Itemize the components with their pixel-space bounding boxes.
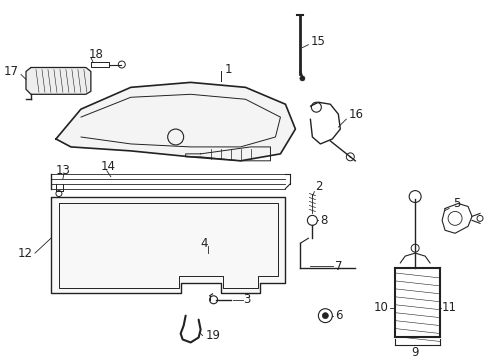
Text: 17: 17	[4, 65, 19, 78]
Circle shape	[299, 76, 305, 81]
Text: 11: 11	[441, 301, 456, 314]
Text: 2: 2	[315, 180, 322, 193]
Text: 3: 3	[243, 293, 250, 306]
Text: 16: 16	[347, 108, 363, 121]
Text: 14: 14	[101, 160, 116, 173]
Text: 13: 13	[56, 164, 71, 177]
Text: 12: 12	[18, 247, 33, 260]
Text: 7: 7	[335, 260, 342, 273]
Text: 19: 19	[205, 329, 220, 342]
Circle shape	[322, 313, 327, 319]
Text: 10: 10	[372, 301, 387, 314]
Text: 4: 4	[200, 237, 208, 250]
Text: 6: 6	[335, 309, 342, 322]
Text: 15: 15	[310, 35, 325, 48]
Text: 5: 5	[452, 197, 460, 210]
Text: 1: 1	[224, 63, 232, 76]
Polygon shape	[56, 82, 295, 161]
Polygon shape	[26, 67, 91, 94]
Text: 9: 9	[410, 346, 418, 359]
Text: 18: 18	[89, 48, 103, 61]
Polygon shape	[51, 197, 285, 293]
Text: 8: 8	[320, 214, 327, 227]
